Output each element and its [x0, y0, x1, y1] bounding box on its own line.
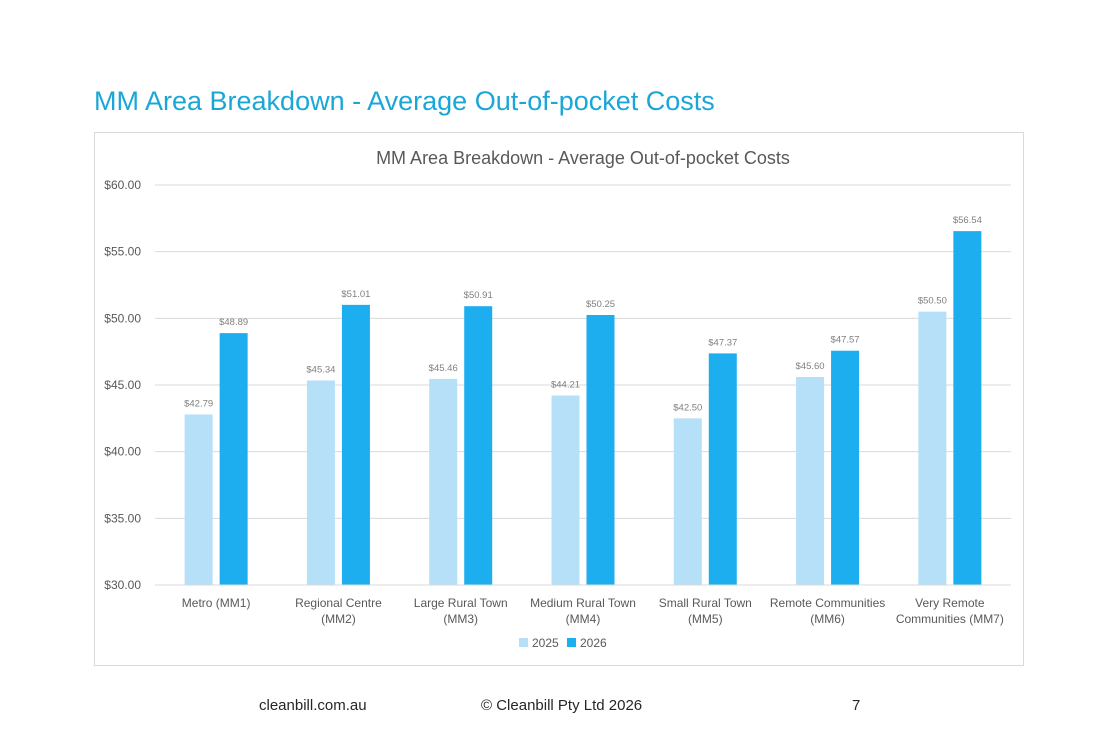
data-label: $45.46	[429, 363, 458, 374]
bar-2026-6	[831, 350, 860, 585]
x-tick-label: Remote Communities	[770, 596, 885, 610]
bar-2026-2	[341, 304, 370, 585]
data-label: $42.50	[673, 402, 702, 413]
bar-2025-7	[918, 311, 947, 585]
legend-label: 2025	[532, 636, 559, 650]
page-heading: MM Area Breakdown - Average Out-of-pocke…	[94, 86, 715, 116]
x-tick-label: (MM4)	[566, 612, 601, 626]
chart-frame: MM Area Breakdown - Average Out-of-pocke…	[94, 132, 1024, 666]
bar-2025-2	[306, 380, 335, 585]
y-tick-label: $50.00	[104, 311, 141, 325]
x-tick-label: Very Remote	[915, 596, 985, 610]
bar-chart: MM Area Breakdown - Average Out-of-pocke…	[104, 148, 1011, 650]
legend-label: 2026	[580, 636, 607, 650]
x-tick-label: (MM6)	[810, 612, 845, 626]
y-tick-label: $30.00	[104, 578, 141, 592]
x-tick-label: Medium Rural Town	[530, 596, 636, 610]
footer-site: cleanbill.com.au	[259, 697, 367, 714]
bar-2025-6	[796, 377, 825, 585]
bar-2026-4	[586, 315, 615, 585]
footer-page-number: 7	[852, 697, 861, 714]
data-label: $42.79	[184, 398, 213, 409]
x-tick-label: (MM5)	[688, 612, 723, 626]
bar-2025-5	[673, 418, 702, 585]
data-label: $47.57	[831, 335, 860, 346]
bar-2025-3	[429, 378, 458, 585]
footer-copyright: © Cleanbill Pty Ltd 2026	[481, 697, 643, 714]
x-tick-label: Small Rural Town	[659, 596, 752, 610]
y-tick-label: $60.00	[104, 178, 141, 192]
data-label: $48.89	[219, 317, 248, 328]
bar-2026-3	[464, 306, 493, 585]
y-tick-label: $45.00	[104, 378, 141, 392]
bar-2026-5	[708, 353, 737, 585]
x-tick-label: Metro (MM1)	[182, 596, 251, 610]
data-label: $51.01	[341, 289, 370, 300]
data-label: $56.54	[953, 215, 982, 226]
data-label: $47.37	[708, 337, 737, 348]
x-tick-label: (MM3)	[443, 612, 478, 626]
y-tick-label: $40.00	[104, 445, 141, 459]
y-tick-label: $35.00	[104, 511, 141, 525]
data-label: $44.21	[551, 380, 580, 391]
bar-2026-1	[219, 333, 248, 585]
data-label: $50.50	[918, 296, 947, 307]
bar-2025-4	[551, 395, 580, 585]
x-tick-label: Large Rural Town	[414, 596, 508, 610]
data-label: $45.60	[796, 361, 825, 372]
x-tick-label: (MM2)	[321, 612, 356, 626]
chart-title: MM Area Breakdown - Average Out-of-pocke…	[376, 148, 790, 168]
data-label: $50.91	[464, 290, 493, 301]
y-tick-label: $55.00	[104, 245, 141, 259]
bar-2025-1	[184, 414, 213, 585]
x-tick-label: Regional Centre	[295, 596, 382, 610]
bar-2026-7	[953, 231, 982, 585]
data-label: $50.25	[586, 299, 615, 310]
legend-swatch-2026	[567, 638, 576, 647]
data-label: $45.34	[306, 364, 335, 375]
legend-swatch-2025	[519, 638, 528, 647]
x-tick-label: Communities (MM7)	[896, 612, 1004, 626]
